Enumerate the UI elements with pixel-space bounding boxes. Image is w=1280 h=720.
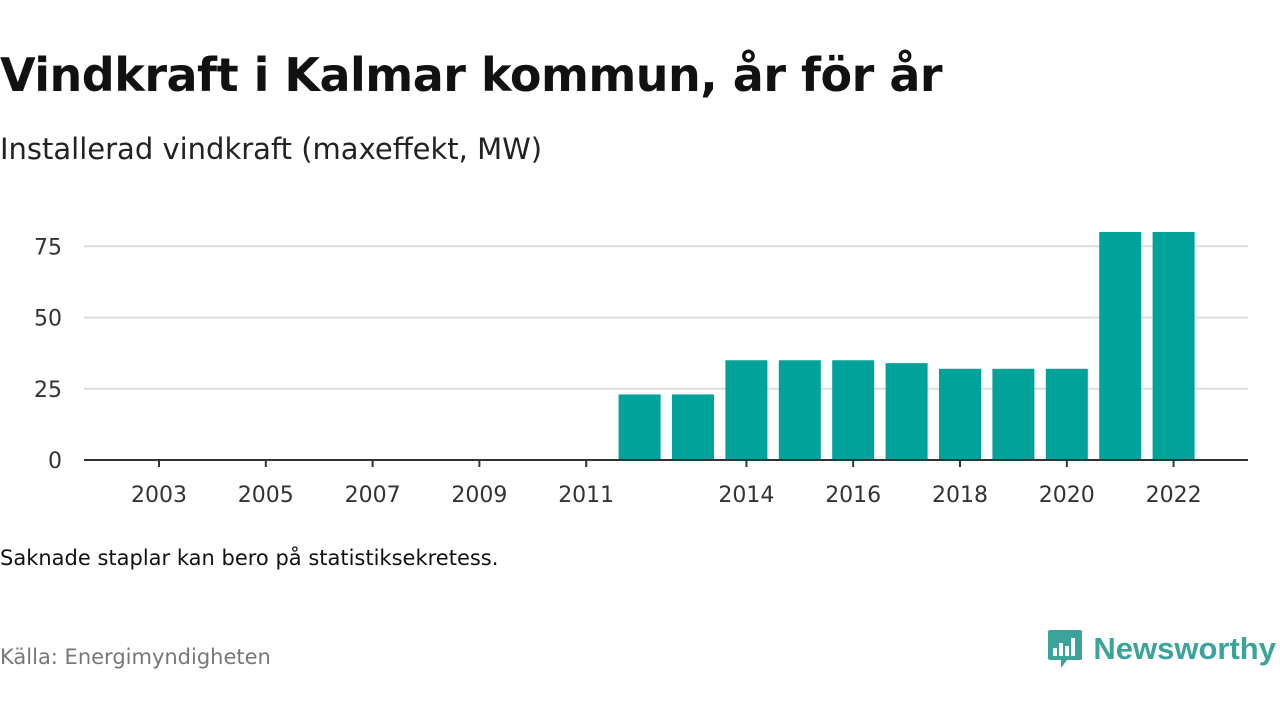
x-tick-label: 2022 — [1146, 483, 1202, 508]
y-tick-label: 25 — [34, 378, 62, 403]
newsworthy-logo-icon — [1048, 630, 1083, 668]
bar-chart: 0 25 50 75 2003 2005 2007 2009 2011 2014 2016 2018… — [34, 232, 1248, 508]
bar-2017 — [885, 363, 928, 460]
gridlines — [84, 245, 1248, 390]
bar-2014 — [725, 360, 768, 460]
bar-2016 — [832, 360, 875, 460]
x-tick-label: 2007 — [345, 483, 401, 508]
x-tick-label: 2020 — [1039, 483, 1095, 508]
bar-2018 — [939, 368, 981, 460]
axes — [84, 459, 1248, 467]
source-label: Källa: Energimyndigheten — [0, 645, 271, 669]
y-axis-labels: 0 25 50 75 — [34, 235, 62, 474]
x-tick-label: 2009 — [451, 483, 507, 508]
y-tick-label: 0 — [48, 449, 62, 474]
x-tick-label: 2003 — [131, 483, 187, 508]
bars — [618, 232, 1195, 460]
x-tick-label: 2018 — [932, 483, 988, 508]
chart-title: Vindkraft i Kalmar kommun, år för år — [0, 48, 943, 102]
x-axis-labels: 2003 2005 2007 2009 2011 2014 2016 2018 2020 2022 — [131, 483, 1202, 508]
bar-2015 — [778, 360, 821, 460]
bar-2021 — [1099, 232, 1142, 460]
bar-2013 — [672, 394, 714, 460]
brand-logo: Newsworthy — [1047, 628, 1276, 670]
x-tick-label: 2016 — [825, 483, 881, 508]
bar-2022 — [1152, 232, 1195, 460]
bar-2020 — [1045, 368, 1088, 460]
footnote: Saknade staplar kan bero på statistiksek… — [0, 546, 499, 570]
x-tick-label: 2005 — [238, 483, 294, 508]
x-tick-label: 2014 — [718, 483, 774, 508]
bar-2019 — [992, 368, 1035, 460]
bar-2012 — [618, 394, 661, 460]
y-tick-label: 75 — [34, 235, 62, 260]
chart-subtitle: Installerad vindkraft (maxeffekt, MW) — [0, 132, 543, 166]
x-tick-label: 2011 — [558, 483, 614, 508]
brand-name: Newsworthy — [1093, 631, 1276, 666]
y-tick-label: 50 — [34, 307, 62, 332]
